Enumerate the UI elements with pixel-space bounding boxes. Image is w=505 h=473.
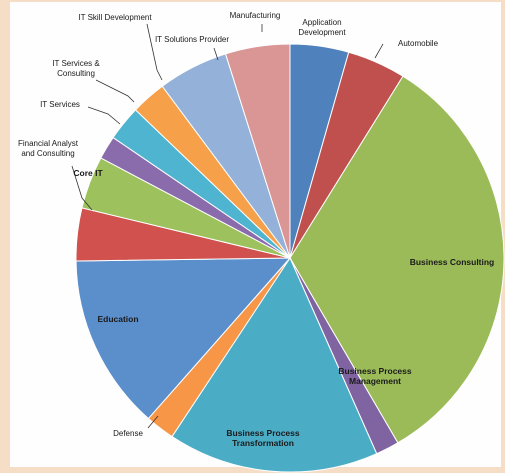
slice-label-line: Management bbox=[349, 376, 401, 386]
slice-label-line: Business Consulting bbox=[410, 257, 495, 267]
slice-label-manufacturing: Manufacturing bbox=[230, 11, 281, 20]
leader-line-it-services-and-consulting bbox=[95, 79, 135, 103]
slice-label-line: Defense bbox=[113, 429, 143, 438]
slice-label-core-it: Core IT bbox=[73, 168, 103, 178]
slice-label-it-services-and-consulting: IT Services & Consulting bbox=[52, 59, 100, 78]
slice-label-line: Automobile bbox=[398, 39, 439, 48]
slice-label-defense: Defense bbox=[113, 429, 143, 438]
pie-slice-business-process-transformation bbox=[171, 256, 378, 473]
leader-line-it-solutions-provider bbox=[213, 47, 219, 61]
leader-line-it-services bbox=[87, 106, 121, 125]
slice-label-business-process-management: Business Process Management bbox=[338, 366, 412, 386]
slice-label-line: IT Solutions Provider bbox=[155, 35, 229, 44]
slice-label-it-skill-development: IT Skill Development bbox=[78, 13, 152, 22]
leader-lines bbox=[71, 23, 384, 429]
slice-label-line: Business Process bbox=[338, 366, 412, 376]
slice-label-business-consulting: Business Consulting bbox=[410, 257, 495, 267]
slice-label-line: IT Services bbox=[40, 100, 80, 109]
pie-labels: Application Development Automobile Business… bbox=[18, 11, 494, 448]
slice-label-line: IT Services & bbox=[52, 59, 100, 68]
leader-line-automobile bbox=[374, 43, 384, 59]
pie-slice-education bbox=[75, 257, 292, 420]
slice-label-line: Application bbox=[302, 18, 341, 27]
slice-label-line: Core IT bbox=[73, 168, 103, 178]
leader-line-financial-analyst-and-consulting bbox=[71, 165, 93, 211]
leader-line-defense bbox=[147, 415, 159, 429]
slice-label-line: Business Process bbox=[226, 428, 300, 438]
slice-label-line: Education bbox=[97, 314, 138, 324]
pie-slice-manufacturing bbox=[224, 43, 291, 259]
slice-label-line: IT Skill Development bbox=[78, 13, 152, 22]
pie-slices bbox=[75, 43, 505, 473]
slice-label-line: Transformation bbox=[232, 438, 294, 448]
leader-line-it-skill-development bbox=[146, 23, 163, 81]
slice-label-education: Education bbox=[97, 314, 138, 324]
slice-label-line: Manufacturing bbox=[230, 11, 281, 20]
slice-label-line: Development bbox=[298, 28, 346, 37]
slice-label-line: Consulting bbox=[57, 69, 95, 78]
slice-label-line: and Consulting bbox=[21, 149, 74, 158]
slice-label-it-solutions-provider: IT Solutions Provider bbox=[155, 35, 229, 44]
slice-label-it-services: IT Services bbox=[40, 100, 80, 109]
slice-label-business-process-transformation: Business Process Transformation bbox=[226, 428, 300, 448]
slice-label-financial-analyst-and-consulting: Financial Analyst and Consulting bbox=[18, 139, 79, 158]
slice-label-line: Financial Analyst bbox=[18, 139, 79, 148]
slice-label-application-development: Application Development bbox=[298, 18, 346, 37]
pie-slice-business-consulting bbox=[289, 75, 505, 444]
slice-label-automobile: Automobile bbox=[398, 39, 439, 48]
